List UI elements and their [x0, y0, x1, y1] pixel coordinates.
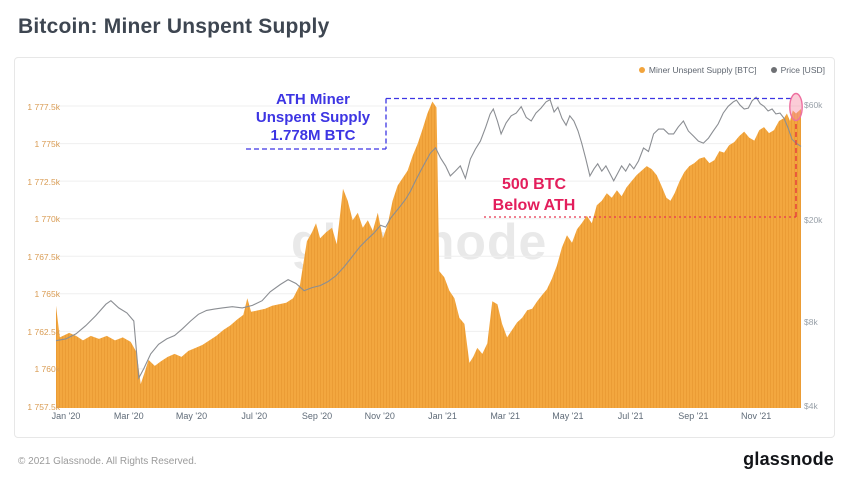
- x-axis-tick-label: Jul '21: [617, 411, 644, 421]
- legend-item-price[interactable]: Price [USD]: [770, 65, 825, 75]
- below-ath-line-2: Below ATH: [492, 197, 576, 214]
- x-axis-tick-label: Jan '21: [428, 411, 457, 421]
- y-left-tick-label: 1 772.5k: [27, 176, 60, 187]
- y-left-tick-label: 1 777.5k: [27, 101, 60, 112]
- below-ath-annotation-label: 500 BTC Below ATH: [474, 174, 594, 216]
- y-left-tick-label: 1 770k: [34, 214, 60, 225]
- supply-area-series: [56, 101, 801, 408]
- x-axis-tick-label: Sep '21: [678, 411, 709, 421]
- ath-annotation-line-2: Unspent Supply: [255, 109, 371, 126]
- y-left-tick-label: 1 762.5k: [27, 326, 60, 337]
- ath-annotation-line-3: 1.778M BTC: [270, 127, 356, 144]
- x-axis-tick-label: Mar '21: [490, 411, 521, 421]
- supply-series-dot-icon: [638, 67, 645, 73]
- x-axis-tick-label: May '20: [175, 411, 208, 421]
- copyright-text: © 2021 Glassnode. All Rights Reserved.: [18, 456, 197, 467]
- y-right-tick-label: $4k: [804, 400, 818, 411]
- ath-annotation-line-1: ATH Miner: [276, 91, 350, 108]
- x-axis-tick-label: May '21: [552, 411, 584, 421]
- x-axis-tick-label: Jan '20: [51, 411, 81, 421]
- ath-annotation-label: ATH Miner Unspent Supply 1.778M BTC: [227, 91, 399, 145]
- y-left-tick-label: 1 767.5k: [27, 251, 60, 262]
- glassnode-logo: glassnode: [743, 449, 834, 469]
- price-series-dot-icon: [770, 67, 777, 73]
- y-right-tick-label: $20k: [804, 214, 823, 225]
- chart-plot-area[interactable]: [15, 58, 836, 439]
- y-right-tick-label: $8k: [804, 316, 818, 327]
- x-axis-tick-label: Nov '20: [364, 411, 395, 421]
- legend-label-price: Price [USD]: [780, 65, 825, 75]
- x-axis-tick-label: Sep '20: [301, 411, 333, 421]
- y-left-tick-label: 1 765k: [34, 289, 60, 300]
- y-right-tick-label: $60k: [804, 99, 823, 110]
- x-axis-tick-label: Jul '20: [241, 411, 268, 421]
- last-point-highlight-ellipse: [789, 92, 803, 122]
- y-left-tick-label: 1 757.5k: [27, 401, 60, 412]
- x-axis-tick-label: Nov '21: [741, 411, 772, 421]
- chart-legend: Miner Unspent Supply [BTC] Price [USD]: [638, 65, 825, 75]
- legend-label-supply: Miner Unspent Supply [BTC]: [648, 65, 757, 75]
- ath-dashed-line: [246, 97, 792, 150]
- price-line-series: [55, 96, 802, 380]
- legend-item-miner-unspent-supply[interactable]: Miner Unspent Supply [BTC]: [638, 65, 757, 75]
- chart-panel: Miner Unspent Supply [BTC] Price [USD] g…: [14, 57, 835, 438]
- y-left-tick-label: 1 775k: [34, 139, 60, 150]
- page-title: Bitcoin: Miner Unspent Supply: [18, 15, 330, 38]
- y-left-tick-label: 1 760k: [34, 364, 60, 375]
- x-axis-tick-label: Mar '20: [113, 411, 144, 421]
- below-ath-line-1: 500 BTC: [501, 176, 567, 193]
